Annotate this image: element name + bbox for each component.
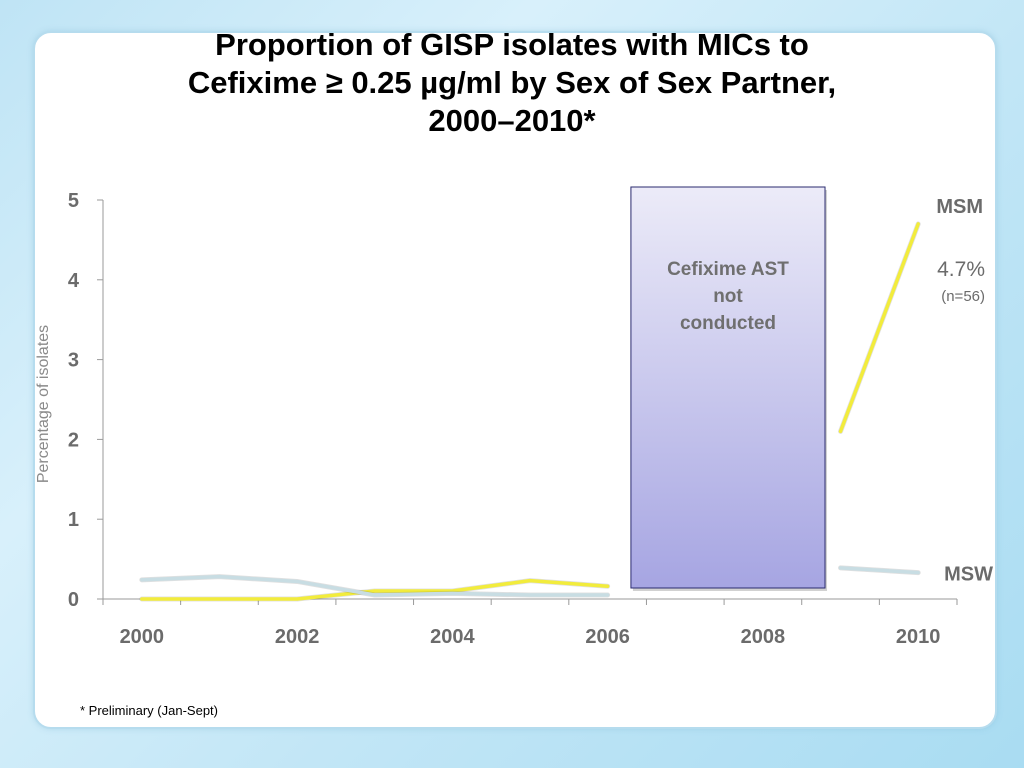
x-tick-label: 2010 [896,626,941,648]
msw-line [838,566,920,575]
x-tick-label: 2008 [741,626,786,648]
region-label-line: Cefixime AST [667,259,789,280]
y-tick-label: 5 [68,190,79,212]
x-tick-label: 2000 [120,626,165,648]
chart-title: Proportion of GISP isolates with MICs to… [60,26,964,140]
x-tick-label: 2004 [430,626,475,648]
title-line-2: Cefixime ≥ 0.25 µg/ml by Sex of Sex Part… [187,65,837,100]
x-tick-label: 2002 [275,626,320,648]
msm-line [140,578,610,601]
y-axis-label: Percentage of isolates [35,325,52,483]
y-tick-label: 1 [68,509,79,531]
msm-n-label: (n=56) [941,288,985,305]
msm-line [838,222,920,434]
msm-series-label: MSM [936,196,983,218]
msw-line [140,574,610,597]
y-tick-label: 3 [68,350,79,372]
footnote: * Preliminary (Jan-Sept) [80,703,218,718]
title-line-1: Proportion of GISP isolates with MICs to [215,27,809,62]
msw-series-label: MSW [944,564,993,586]
y-tick-label: 0 [68,589,79,611]
content-panel [33,31,997,729]
not-conducted-region: Cefixime AST not conducted [630,186,828,591]
region-box [630,186,826,589]
title-line-3: 2000–2010* [428,103,596,138]
chart-labels: 0 1 2 3 4 5 2000 2002 2004 2006 2008 2010 Percentage… [35,190,993,648]
series-lines [139,221,921,602]
region-label-line: not [713,286,743,307]
axes [97,199,958,605]
x-tick-label: 2006 [585,626,630,648]
region-label-line: conducted [680,313,776,334]
msm-value-label: 4.7% [937,258,985,281]
y-tick-label: 2 [68,429,79,451]
y-tick-label: 4 [68,270,80,292]
